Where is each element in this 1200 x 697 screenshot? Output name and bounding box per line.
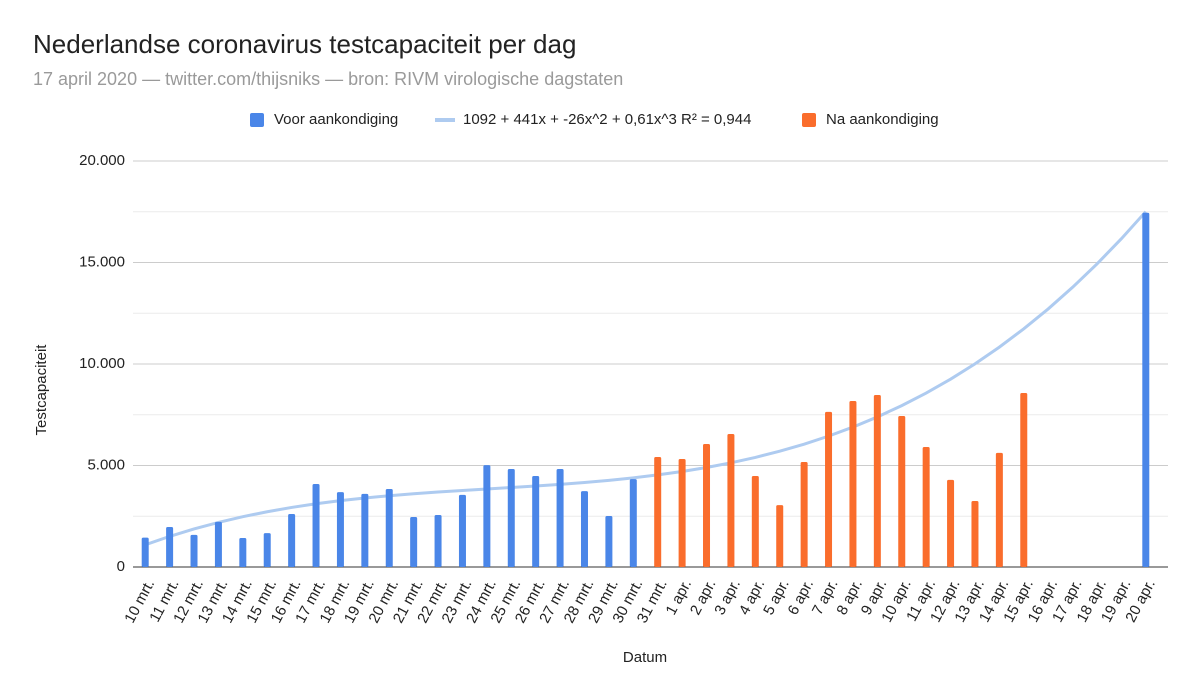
bar	[605, 516, 613, 567]
y-tick-label: 20.000	[79, 152, 125, 169]
legend-label: 1092 + 441x + -26x^2 + 0,61x^3 R² = 0,94…	[463, 111, 751, 128]
bar	[141, 537, 149, 567]
chart-subtitle: 17 april 2020 — twitter.com/thijsniks — …	[33, 69, 623, 89]
legend-label: Voor aankondiging	[274, 111, 398, 128]
bar	[166, 527, 174, 567]
y-tick-label: 0	[117, 558, 125, 575]
y-axis-title: Testcapaciteit	[33, 344, 50, 436]
bar	[214, 521, 222, 567]
y-tick-label: 10.000	[79, 355, 125, 372]
bar	[629, 479, 637, 567]
bar	[190, 534, 198, 567]
bar	[385, 489, 393, 567]
bar	[751, 476, 759, 567]
bar	[947, 479, 955, 567]
bar	[1142, 212, 1150, 567]
bar	[312, 483, 320, 567]
bar	[654, 456, 662, 567]
bar	[678, 459, 686, 567]
bar	[727, 434, 735, 567]
bar	[1020, 393, 1028, 567]
y-tick-label: 5.000	[87, 456, 125, 473]
bar	[239, 537, 247, 567]
trend-line	[144, 210, 1147, 547]
bar	[556, 468, 564, 567]
bar	[336, 492, 344, 567]
y-tick-label: 15.000	[79, 253, 125, 270]
bar	[922, 447, 930, 567]
bar	[776, 505, 784, 567]
bar	[898, 415, 906, 567]
bar	[288, 514, 296, 567]
bar	[800, 462, 808, 567]
bar	[507, 468, 515, 567]
bar	[703, 443, 711, 567]
bar	[995, 452, 1003, 567]
bar	[483, 465, 491, 567]
bar	[825, 411, 833, 567]
legend-symbol	[250, 113, 264, 127]
bar	[532, 476, 540, 567]
bar	[849, 400, 857, 567]
legend-symbol	[802, 113, 816, 127]
bar	[458, 494, 466, 567]
bar	[410, 517, 418, 567]
x-axis-title: Datum	[623, 649, 667, 666]
legend-label: Na aankondiging	[826, 111, 939, 128]
bar	[434, 515, 442, 567]
chart-title: Nederlandse coronavirus testcapaciteit p…	[33, 29, 576, 59]
bar	[580, 491, 588, 567]
bar	[971, 501, 979, 567]
bar	[263, 533, 271, 567]
bar	[361, 493, 369, 567]
bar	[873, 395, 881, 567]
